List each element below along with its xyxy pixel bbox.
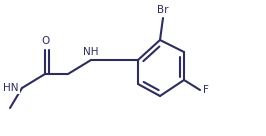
Text: F: F [203,85,209,95]
Text: HN: HN [3,83,19,93]
Text: NH: NH [83,47,99,57]
Text: O: O [41,36,49,46]
Text: Br: Br [157,5,169,15]
